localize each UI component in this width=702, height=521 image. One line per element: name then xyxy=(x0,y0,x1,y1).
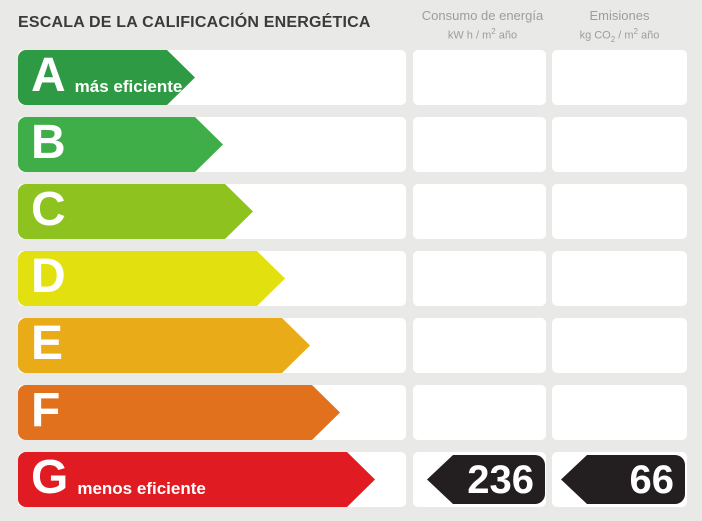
rating-row-f: F xyxy=(0,385,702,440)
rating-arrow-f: F xyxy=(18,385,340,440)
scale-cell-a: A más eficiente xyxy=(18,50,406,105)
grade-letter-f: F xyxy=(31,383,61,437)
consumo-cell-g: 236 xyxy=(413,452,546,507)
header: ESCALA DE LA CALIFICACIÓN ENERGÉTICA Con… xyxy=(0,0,702,50)
rating-row-c: C xyxy=(0,184,702,239)
scale-cell-e: E xyxy=(18,318,406,373)
rating-arrow-c: C xyxy=(18,184,253,239)
scale-cell-g: G menos eficiente xyxy=(18,452,406,507)
emisiones-cell-e xyxy=(552,318,687,373)
page-title: ESCALA DE LA CALIFICACIÓN ENERGÉTICA xyxy=(18,14,371,31)
consumo-cell-b xyxy=(413,117,546,172)
emisiones-unit: kg CO2 / m2 año xyxy=(579,27,660,44)
grade-letter-g: G xyxy=(31,450,69,504)
consumo-cell-f xyxy=(413,385,546,440)
scale-cell-c: C xyxy=(18,184,406,239)
consumo-cell-c xyxy=(413,184,546,239)
consumo-cell-d xyxy=(413,251,546,306)
grade-sublabel-g: menos eficiente xyxy=(77,478,206,498)
rating-grid: A más eficiente B C xyxy=(0,50,702,507)
rating-arrow-b: B xyxy=(18,117,223,172)
emisiones-cell-c xyxy=(552,184,687,239)
grade-letter-a: A xyxy=(31,48,66,102)
consumo-value: 236 xyxy=(467,457,534,502)
rating-row-a: A más eficiente xyxy=(0,50,702,105)
grade-letter-c: C xyxy=(31,182,66,236)
emisiones-value-badge: 66 xyxy=(561,455,685,504)
emisiones-value: 66 xyxy=(629,457,675,502)
rating-arrow-d: D xyxy=(18,251,285,306)
grade-sublabel-a: más eficiente xyxy=(74,76,183,96)
consumo-value-badge: 236 xyxy=(427,455,545,504)
emisiones-cell-f xyxy=(552,385,687,440)
rating-arrow-e: E xyxy=(18,318,310,373)
emisiones-cell-d xyxy=(552,251,687,306)
rating-row-b: B xyxy=(0,117,702,172)
consumo-label: Consumo de energía xyxy=(421,8,544,23)
scale-cell-d: D xyxy=(18,251,406,306)
consumo-cell-a xyxy=(413,50,546,105)
rating-arrow-g: G menos eficiente xyxy=(18,452,375,507)
column-header-emisiones: Emisiones kg CO2 / m2 año xyxy=(552,0,687,50)
scale-cell-b: B xyxy=(18,117,406,172)
grade-letter-e: E xyxy=(31,316,64,370)
consumo-unit: kW h / m2 año xyxy=(447,27,518,42)
grade-letter-d: D xyxy=(31,249,66,303)
emisiones-cell-b xyxy=(552,117,687,172)
emisiones-label: Emisiones xyxy=(589,8,650,23)
column-header-consumo: Consumo de energía kW h / m2 año xyxy=(413,0,552,50)
rating-row-e: E xyxy=(0,318,702,373)
rating-arrow-a: A más eficiente xyxy=(18,50,195,105)
rating-row-d: D xyxy=(0,251,702,306)
emisiones-cell-a xyxy=(552,50,687,105)
emisiones-cell-g: 66 xyxy=(552,452,687,507)
consumo-cell-e xyxy=(413,318,546,373)
scale-cell-f: F xyxy=(18,385,406,440)
grade-letter-b: B xyxy=(31,115,66,169)
energy-rating-scale-panel: ESCALA DE LA CALIFICACIÓN ENERGÉTICA Con… xyxy=(0,0,702,507)
rating-row-g: G menos eficiente 236 66 xyxy=(0,452,702,507)
